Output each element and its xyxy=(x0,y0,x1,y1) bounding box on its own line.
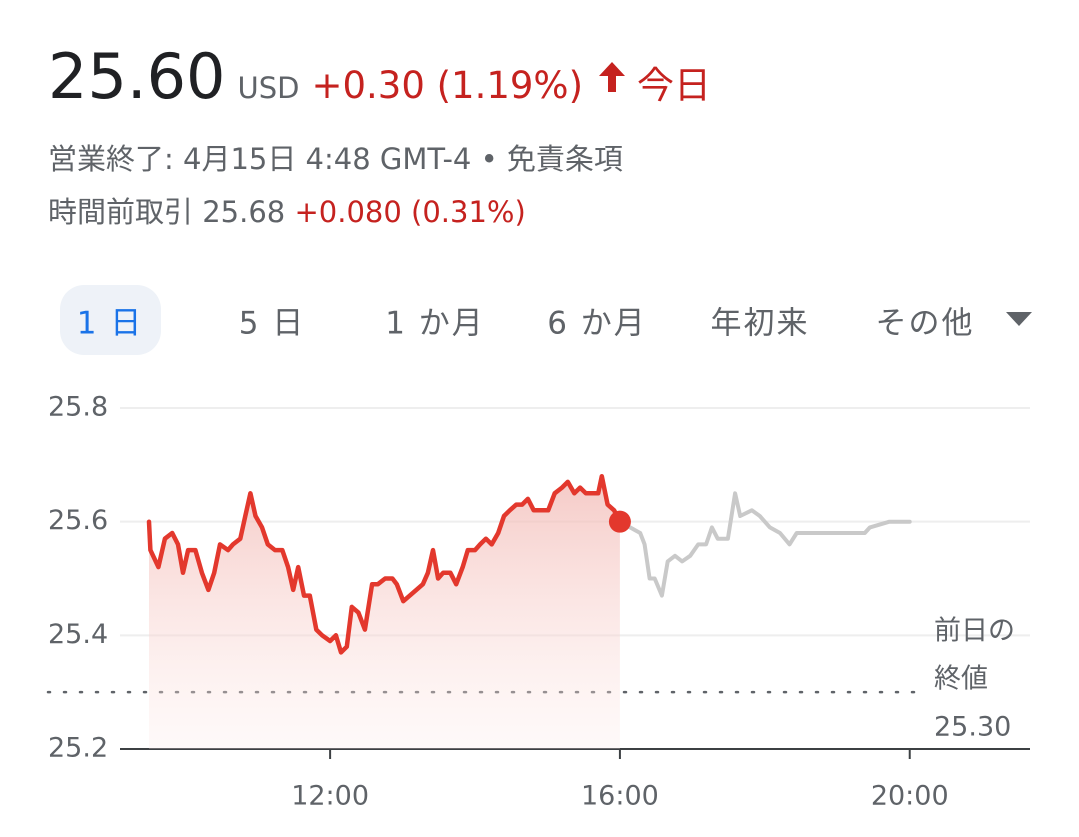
premarket-row: 時間前取引 25.68 +0.080 (0.31%) xyxy=(48,189,526,231)
price-line xyxy=(146,473,623,655)
dropdown-icon[interactable] xyxy=(1004,310,1034,328)
premarket-price: 25.68 xyxy=(202,195,286,229)
range-tab[interactable]: 6 か月 xyxy=(547,305,647,342)
previous-close-label: 終値 xyxy=(934,664,988,695)
range-tab[interactable]: 5 日 xyxy=(238,305,306,342)
y-tick-label: 25.8 xyxy=(48,392,108,423)
currency: USD xyxy=(237,71,300,105)
price-line xyxy=(617,491,912,598)
previous-close-value: 25.30 xyxy=(934,712,1011,743)
price: 25.60 xyxy=(48,40,226,113)
range-tab[interactable]: 1 日 xyxy=(76,305,144,342)
status: 営業終了: 4月15日 4:48 GMT-4 • xyxy=(48,142,498,176)
y-tick-label: 25.4 xyxy=(48,619,108,650)
status-row: 営業終了: 4月15日 4:48 GMT-4 • 免責条項 xyxy=(48,136,623,178)
selected-tab-background xyxy=(60,285,161,355)
x-tick-label: 16:00 xyxy=(581,781,659,812)
range-tab[interactable]: その他 xyxy=(875,305,975,342)
premarket-label: 時間前取引 xyxy=(48,195,194,229)
change: +0.30 (1.19%) xyxy=(311,64,584,107)
period: 今日 xyxy=(637,64,712,107)
quote-row: 25.60 USD +0.30 (1.19%) 今日 xyxy=(48,40,711,113)
previous-close-label: 前日の xyxy=(934,616,1015,647)
up-arrow xyxy=(599,61,626,92)
range-tab[interactable]: 1 か月 xyxy=(385,305,485,342)
y-tick-label: 25.6 xyxy=(48,505,108,536)
area xyxy=(148,476,620,749)
current-marker xyxy=(608,510,631,533)
premarket-change: +0.080 (0.31%) xyxy=(294,195,526,229)
x-tick-label: 20:00 xyxy=(871,781,949,812)
range-tab[interactable]: 年初来 xyxy=(710,305,810,342)
x-tick-label: 12:00 xyxy=(291,781,369,812)
y-tick-label: 25.2 xyxy=(48,733,108,764)
disclaimer-link[interactable]: 免責条項 xyxy=(506,142,623,176)
